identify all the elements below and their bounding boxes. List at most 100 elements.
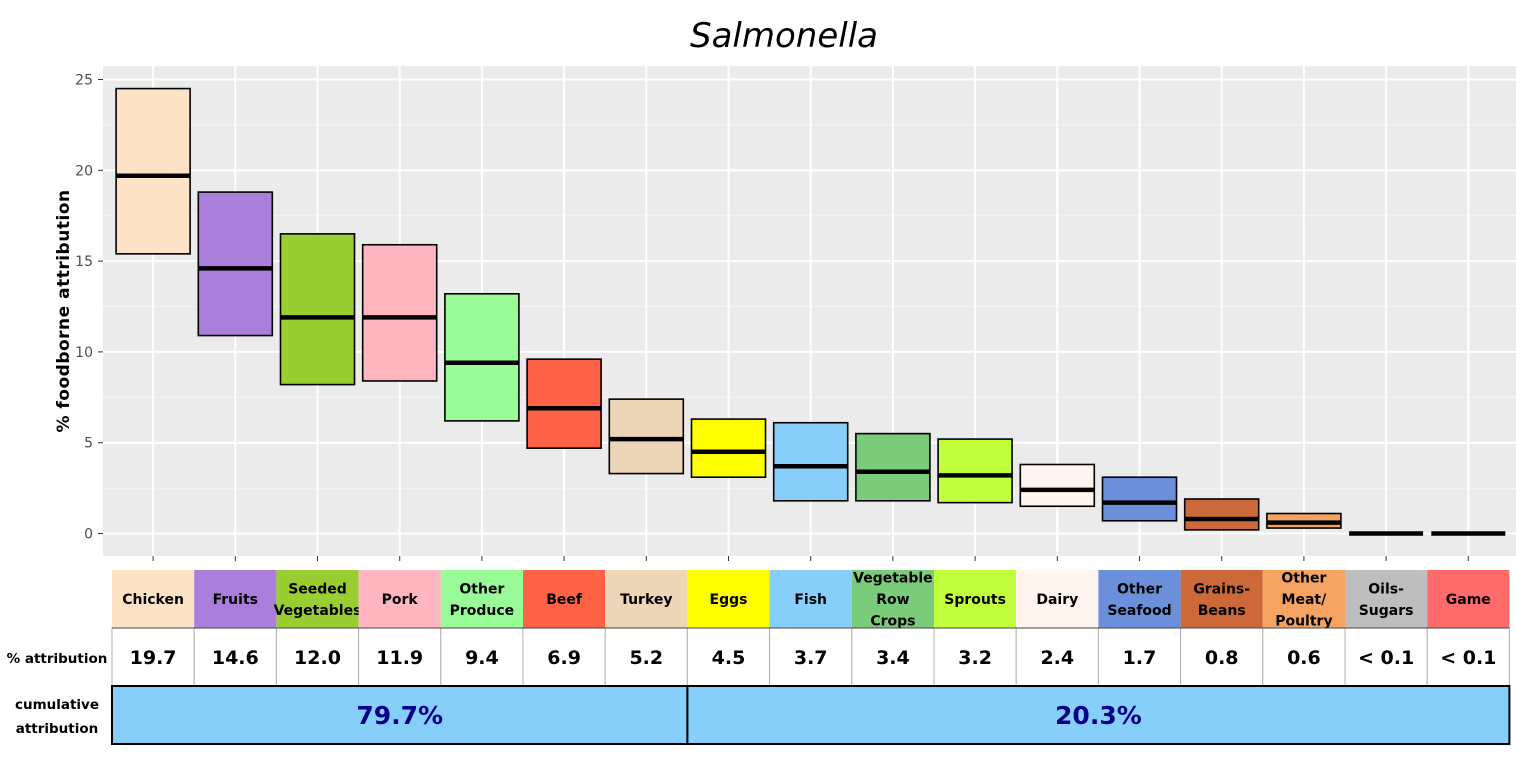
category-label: Turkey	[620, 592, 672, 608]
category-label: Sugars	[1359, 603, 1414, 619]
attribution-value: 0.8	[1205, 647, 1239, 669]
crossbar-seeded-vegetables	[279, 233, 356, 386]
category-header-cell	[1427, 570, 1510, 628]
attribution-value: 0.6	[1287, 647, 1321, 669]
category-header-cell	[523, 570, 606, 628]
attribution-cell	[1344, 627, 1428, 687]
category-header-cell	[276, 570, 359, 628]
attribution-cell	[1097, 627, 1182, 687]
crossbar-box	[361, 243, 438, 382]
crossbar-fruits	[197, 191, 274, 337]
attribution-value: 3.2	[958, 647, 992, 669]
crossbar-fish	[772, 421, 849, 502]
crossbar-box	[855, 432, 931, 502]
attribution-cell	[686, 627, 771, 687]
category-header-cell	[934, 570, 1017, 628]
crossbar-box	[444, 292, 520, 422]
cumulative-value: 79.7%	[356, 701, 443, 730]
crossbar-box	[526, 358, 602, 449]
category-header-cell	[1016, 570, 1099, 628]
crossbar-box	[772, 421, 849, 502]
category-label: Pork	[382, 592, 419, 608]
category-label: Beef	[546, 592, 583, 608]
category-header-cell	[1098, 570, 1181, 628]
category-label: Other	[1281, 571, 1326, 587]
y-tick-label: 20	[75, 163, 93, 179]
attribution-value: 9.4	[465, 647, 499, 669]
attribution-cell	[522, 627, 606, 687]
attribution-value: 3.4	[876, 647, 910, 669]
crossbar-beef	[526, 358, 602, 449]
crossbar-box	[1183, 498, 1260, 531]
crossbar-box	[608, 398, 685, 475]
category-label: Sprouts	[944, 592, 1006, 608]
crossbar-turkey	[608, 398, 685, 475]
category-header-cell	[687, 570, 770, 628]
crossbars	[115, 87, 1506, 536]
y-tick-label: 10	[75, 345, 93, 361]
category-header-cell	[605, 570, 688, 628]
y-axis-ticks: 0 5 10 15 20 25	[75, 73, 1469, 561]
category-label: Meat/	[1282, 592, 1328, 608]
category-label: Chicken	[122, 592, 184, 608]
crossbar-grains-beans	[1183, 498, 1260, 531]
attribution-value: 5.2	[629, 647, 663, 669]
attribution-cell	[1262, 627, 1346, 687]
category-label: Row	[876, 592, 909, 608]
category-label: Vegetable	[853, 571, 933, 587]
attribution-table: Chicken 19.7 Fruits 14.6 Seeded Vegetables 12.…	[7, 570, 1511, 745]
crossbar-box	[1019, 463, 1096, 508]
attribution-cell	[851, 627, 935, 687]
attribution-cell	[769, 627, 853, 687]
category-label: Oils-	[1368, 581, 1404, 597]
attribution-value: < 0.1	[1440, 647, 1496, 669]
attribution-value: 14.6	[212, 647, 259, 669]
cumulative-value: 20.3%	[1055, 701, 1142, 730]
cumulative-row-label: cumulative	[15, 697, 99, 713]
crossbar-dairy	[1019, 463, 1096, 508]
attribution-cell	[440, 627, 524, 687]
y-tick-label: 5	[84, 436, 93, 452]
crossbar-sprouts	[937, 438, 1013, 504]
attribution-value: 4.5	[712, 647, 746, 669]
attribution-value: < 0.1	[1358, 647, 1414, 669]
crossbar-eggs	[690, 418, 767, 479]
attribution-value: 12.0	[294, 647, 341, 669]
crossbar-other-produce	[444, 292, 520, 422]
category-label: Produce	[450, 603, 515, 619]
attribution-value: 6.9	[547, 647, 581, 669]
attribution-value: 2.4	[1040, 647, 1074, 669]
crossbar-box	[937, 438, 1013, 504]
category-label: Seeded	[288, 581, 347, 597]
y-axis-label: % foodborne attribution	[54, 189, 74, 432]
category-header-cell	[851, 570, 934, 628]
crossbar-box	[1101, 476, 1178, 522]
category-header-cell	[1345, 570, 1428, 628]
attribution-value: 1.7	[1123, 647, 1157, 669]
y-tick-label: 15	[75, 254, 93, 270]
category-header-cell	[1262, 570, 1345, 628]
category-label: Beans	[1198, 603, 1246, 619]
cumulative-row-label: attribution	[16, 721, 99, 737]
crossbar-box	[279, 233, 356, 386]
category-header-cell	[1180, 570, 1263, 628]
category-label: Grains-	[1193, 581, 1250, 597]
y-tick-label: 25	[75, 73, 93, 89]
crossbar-other-meat-poultry	[1266, 512, 1342, 529]
attribution-cell	[193, 627, 277, 687]
crossbar-box	[197, 191, 274, 337]
category-header-cell	[194, 570, 277, 628]
category-header-cell	[440, 570, 523, 628]
category-label: Game	[1446, 592, 1491, 608]
category-label: Poultry	[1275, 614, 1332, 630]
category-label: Eggs	[710, 592, 748, 608]
crossbar-chicken	[115, 87, 191, 255]
category-header-cell	[769, 570, 852, 628]
crossbar-box	[115, 87, 191, 255]
chart-title: Salmonella	[690, 16, 878, 56]
category-label: Dairy	[1036, 592, 1078, 608]
category-header-cell	[358, 570, 441, 628]
crossbar-pork	[361, 243, 438, 382]
category-label: Crops	[870, 614, 915, 630]
